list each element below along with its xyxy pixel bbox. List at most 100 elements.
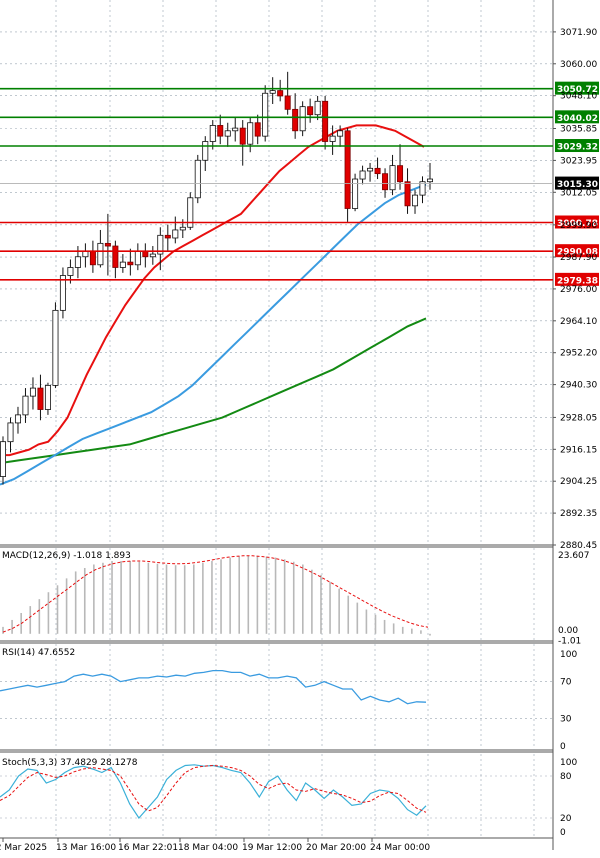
- candle-down: [292, 108, 299, 132]
- stoch-k-line: [0, 764, 427, 819]
- sr-label: 3000.78: [557, 219, 598, 229]
- candle-up: [157, 234, 164, 255]
- price-tick-label: 3048.10: [560, 92, 597, 102]
- sr-label: 3050.72: [557, 85, 598, 95]
- price-grid: [0, 0, 554, 850]
- support-resistance-lines: 3050.72 3040.02 3029.32 3000.78 2990.08 2979.…: [0, 81, 599, 286]
- price-tick-label: 2952.20: [560, 349, 597, 359]
- price-tick-label: 2928.05: [560, 413, 597, 423]
- candle-up: [389, 165, 396, 191]
- stoch-tick-label: 100: [560, 758, 577, 768]
- rsi-panel: 100 70 30 0 RSI(14) 47.6552: [0, 644, 577, 752]
- candle-down: [322, 100, 329, 142]
- candle-down: [404, 181, 411, 207]
- sr-label: 2979.38: [557, 276, 598, 286]
- candle-up: [134, 250, 141, 266]
- candle-down: [277, 90, 284, 97]
- rsi-tick-label: 100: [560, 650, 577, 660]
- candle-up: [367, 167, 374, 172]
- time-tick-label: 20 Mar 20:00: [306, 843, 366, 853]
- candle-up: [412, 194, 419, 207]
- candle-up: [44, 384, 51, 410]
- candle-up: [22, 395, 29, 416]
- price-tick-label: 3035.85: [560, 125, 597, 135]
- candle-down: [217, 125, 224, 137]
- rsi-tick-label: 70: [560, 678, 572, 688]
- candle-up: [74, 256, 81, 268]
- candle-down: [254, 122, 261, 137]
- price-tick-label: 2892.35: [560, 509, 597, 519]
- candle-up: [119, 261, 126, 268]
- candle-down: [284, 95, 291, 110]
- rsi-plot: 100 70 30 0: [0, 644, 577, 752]
- candle-down: [89, 250, 96, 266]
- ma-mid-blue-line: [0, 183, 427, 486]
- macd-label: MACD(12,26,9) -1.018 1.893: [2, 551, 131, 561]
- candle-down: [239, 127, 246, 145]
- candle-up: [7, 422, 14, 443]
- candle-up: [232, 127, 239, 132]
- sr-label-box: [555, 215, 599, 229]
- candle-up: [187, 197, 194, 228]
- macd-signal-line: [2, 555, 429, 633]
- price-tick-label: 2999.90: [560, 221, 597, 231]
- rsi-tick-label: 30: [560, 714, 572, 724]
- sr-label-box: [555, 81, 599, 95]
- time-tick-label: 16 Mar 22:01: [118, 843, 178, 853]
- sr-label-box: [555, 139, 599, 153]
- candle-up: [247, 122, 254, 145]
- rsi-label: RSI(14) 47.6552: [2, 648, 75, 658]
- sr-label-box: [555, 110, 599, 124]
- candle-up: [262, 92, 269, 137]
- time-tick-label: 19 Mar 12:00: [242, 843, 302, 853]
- candle-up: [194, 159, 201, 199]
- candle-down: [164, 234, 171, 239]
- candle-down: [344, 130, 351, 209]
- sr-label: 2990.08: [557, 248, 598, 258]
- candle-down: [374, 167, 381, 175]
- current-price-label: 3015.30: [557, 180, 598, 190]
- macd-panel: 23.607 0.00-1.01 MACD(12,26,9) -1.018 1.8…: [2, 548, 590, 646]
- stoch-d-line: [0, 764, 427, 813]
- candle-up: [14, 414, 21, 424]
- moving-averages: [0, 124, 427, 486]
- candle-up: [426, 178, 433, 183]
- candle-up: [269, 90, 276, 94]
- stoch-tick-label: 0: [560, 828, 566, 838]
- macd-tick-label: -1.01: [558, 636, 581, 646]
- stoch-plot: 100 80 20 0: [0, 754, 577, 838]
- rsi-line: [0, 669, 427, 705]
- sr-label: 3040.02: [557, 114, 598, 124]
- time-tick-label: 18 Mar 04:00: [178, 843, 238, 853]
- price-tick-label: 3060.00: [560, 60, 597, 70]
- candle-up: [352, 178, 359, 209]
- time-tick-label: 12 Mar 2025: [0, 843, 47, 853]
- candle-down: [104, 242, 111, 247]
- candle-down: [127, 261, 134, 266]
- price-axis: 3071.90 3060.00 3048.10 3035.85 3023.95 3012.…: [0, 28, 599, 753]
- price-tick-label: 2976.00: [560, 285, 597, 295]
- candle-up: [224, 130, 231, 137]
- candle-up: [59, 275, 66, 311]
- time-tick-label: 13 Mar 16:00: [56, 843, 116, 853]
- candle-down: [142, 250, 149, 258]
- macd-tick-label: 0.00: [558, 626, 578, 636]
- candle-up: [82, 250, 89, 258]
- candle-up: [29, 387, 36, 397]
- candle-down: [397, 165, 404, 183]
- candle-up: [172, 229, 179, 239]
- candle-up: [209, 125, 216, 142]
- candle-up: [299, 106, 306, 132]
- stoch-label: Stoch(5,3,3) 37.4829 28.1278: [2, 758, 138, 768]
- ma-fast-red-line: [0, 124, 425, 457]
- price-tick-label: 3012.05: [560, 188, 597, 198]
- price-tick-label: 3071.90: [560, 28, 597, 38]
- candle-up: [179, 226, 186, 231]
- candle-down: [37, 387, 44, 410]
- sr-label: 3029.32: [557, 143, 598, 153]
- ma-slow-green-line: [0, 317, 427, 465]
- current-price-box: [555, 176, 599, 190]
